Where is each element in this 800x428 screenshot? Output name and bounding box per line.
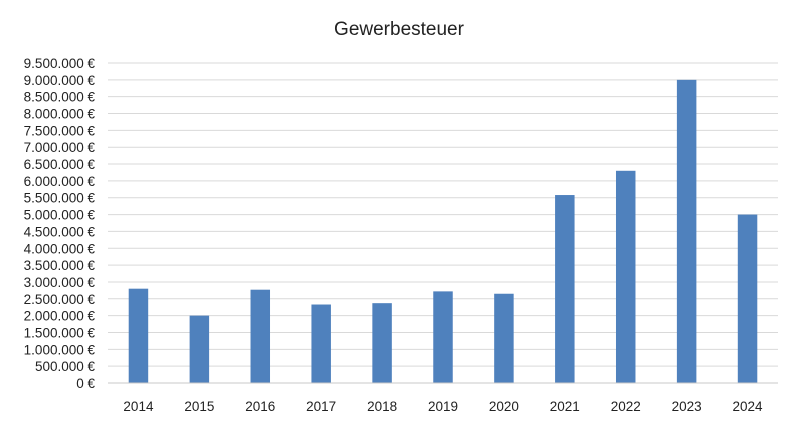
- y-tick-label: 3.500.000 €: [24, 258, 96, 273]
- y-tick-label: 2.000.000 €: [24, 309, 96, 324]
- y-tick-label: 8.500.000 €: [24, 90, 96, 105]
- bar-2022: [615, 170, 636, 383]
- bar-2019: [433, 291, 453, 383]
- y-tick-label: 6.500.000 €: [24, 157, 96, 172]
- x-tick-label: 2016: [245, 399, 275, 414]
- bar-2018: [372, 303, 392, 383]
- chart-title: Gewerbesteuer: [334, 19, 465, 40]
- y-tick-label: 6.000.000 €: [24, 174, 96, 189]
- y-tick-label: 9.000.000 €: [24, 73, 96, 88]
- x-tick-label: 2022: [611, 399, 641, 414]
- bar-2016: [250, 289, 271, 383]
- x-tick-label: 2018: [367, 399, 397, 414]
- y-tick-label: 0 €: [76, 376, 95, 391]
- y-axis-ticks: 0 € 500.000 € 1.000.000 € 1.500.000 €2.000.…: [24, 56, 96, 391]
- y-tick-label: 9.500.000 €: [24, 56, 96, 71]
- bar-2024: [737, 214, 758, 383]
- y-tick-label: 3.000.000 €: [24, 275, 96, 290]
- bar-2023: [676, 79, 697, 383]
- x-tick-label: 2019: [428, 399, 458, 414]
- x-axis-ticks: 2014 2015 2016 2017 2018 2019 2020 2021 2022 2023…: [123, 399, 763, 414]
- x-tick-label: 2021: [550, 399, 580, 414]
- y-tick-label: 8.000.000 €: [24, 107, 96, 122]
- y-tick-label: 7.000.000 €: [24, 140, 96, 155]
- x-tick-label: 2015: [184, 399, 214, 414]
- x-tick-label: 2017: [306, 399, 336, 414]
- x-tick-label: 2024: [733, 399, 764, 414]
- bar-2015: [189, 315, 210, 383]
- bar-2021: [555, 195, 575, 383]
- bar-2014: [128, 288, 149, 383]
- bar-2020: [494, 293, 514, 383]
- y-tick-label: 500.000 €: [35, 359, 96, 374]
- y-tick-label: 4.500.000 €: [24, 224, 96, 239]
- y-tick-label: 7.500.000 €: [24, 123, 96, 138]
- x-tick-label: 2014: [123, 399, 154, 414]
- bar-2017: [311, 304, 331, 383]
- gridlines: [108, 62, 778, 367]
- y-tick-label: 5.500.000 €: [24, 191, 96, 206]
- y-tick-label: 5.000.000 €: [24, 208, 96, 223]
- y-tick-label: 1.500.000 €: [24, 325, 96, 340]
- y-tick-label: 1.000.000 €: [24, 342, 96, 357]
- y-tick-label: 2.500.000 €: [24, 292, 96, 307]
- x-tick-label: 2020: [489, 399, 519, 414]
- x-tick-label: 2023: [672, 399, 702, 414]
- y-tick-label: 4.000.000 €: [24, 241, 96, 256]
- bars: [128, 79, 758, 383]
